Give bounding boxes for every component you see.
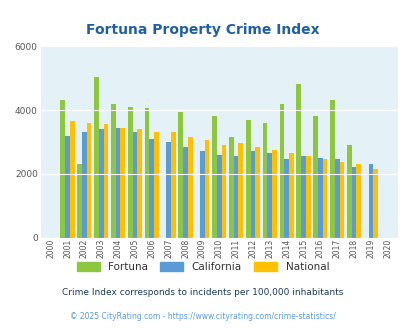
Bar xyxy=(301,156,305,238)
Text: © 2025 CityRating.com - https://www.cityrating.com/crime-statistics/: © 2025 CityRating.com - https://www.city… xyxy=(70,312,335,321)
Bar xyxy=(216,155,221,238)
Bar xyxy=(267,153,271,238)
Bar xyxy=(233,156,238,238)
Bar xyxy=(154,132,158,238)
Bar xyxy=(149,139,154,238)
Bar xyxy=(103,124,108,238)
Bar xyxy=(313,116,317,238)
Bar xyxy=(70,121,75,238)
Bar xyxy=(94,77,99,238)
Legend: Fortuna, California, National: Fortuna, California, National xyxy=(72,258,333,276)
Bar xyxy=(238,144,243,238)
Bar xyxy=(255,147,259,238)
Bar xyxy=(356,164,360,238)
Bar xyxy=(245,119,250,238)
Bar xyxy=(317,158,322,238)
Bar xyxy=(188,137,192,238)
Bar xyxy=(120,128,125,238)
Bar xyxy=(351,167,356,238)
Bar xyxy=(339,162,343,238)
Text: Crime Index corresponds to incidents per 100,000 inhabitants: Crime Index corresponds to incidents per… xyxy=(62,287,343,297)
Bar xyxy=(128,107,132,238)
Bar xyxy=(271,150,276,238)
Bar xyxy=(99,129,103,238)
Bar xyxy=(145,108,149,238)
Bar xyxy=(296,84,301,238)
Bar xyxy=(60,100,65,238)
Bar xyxy=(262,123,267,238)
Text: Fortuna Property Crime Index: Fortuna Property Crime Index xyxy=(86,23,319,37)
Bar xyxy=(322,159,326,238)
Bar xyxy=(228,137,233,238)
Bar xyxy=(183,147,188,238)
Bar xyxy=(368,164,372,238)
Bar xyxy=(288,153,293,238)
Bar xyxy=(200,151,204,238)
Bar xyxy=(178,112,183,238)
Bar xyxy=(115,128,120,238)
Bar xyxy=(77,164,82,238)
Bar xyxy=(372,169,377,238)
Bar xyxy=(82,132,87,238)
Bar xyxy=(166,142,171,238)
Bar xyxy=(305,156,310,238)
Bar xyxy=(346,145,351,238)
Bar xyxy=(204,140,209,238)
Bar xyxy=(65,136,70,238)
Bar xyxy=(250,151,255,238)
Bar xyxy=(111,104,115,238)
Bar xyxy=(137,129,142,238)
Bar xyxy=(221,145,226,238)
Bar xyxy=(87,123,91,238)
Bar xyxy=(334,159,339,238)
Bar xyxy=(284,159,288,238)
Bar xyxy=(212,116,216,238)
Bar xyxy=(329,100,334,238)
Bar xyxy=(171,132,175,238)
Bar xyxy=(132,132,137,238)
Bar xyxy=(279,104,283,238)
